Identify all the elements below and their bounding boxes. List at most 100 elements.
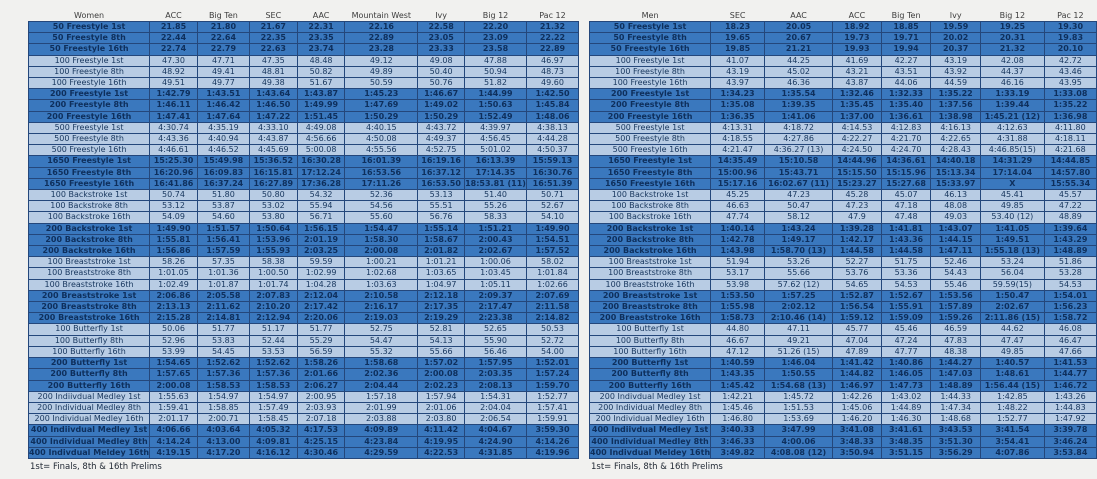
time-cell: 2:11.62: [196, 301, 250, 314]
time-cell: 48.08: [930, 200, 981, 213]
time-cell: 3:50.94: [832, 446, 882, 459]
time-cell: 2:17.35: [417, 301, 466, 314]
event-label: 400 Individual Medley 8th: [589, 435, 712, 448]
time-cell: 54.60: [196, 211, 250, 224]
event-label: 100 Butterfly 1st: [589, 323, 712, 336]
time-cell: 54.45: [196, 345, 250, 359]
time-cell: 1:01.87: [196, 278, 250, 291]
time-cell: 4:13.31: [710, 121, 766, 135]
time-cell: 16:01.39: [344, 155, 419, 168]
time-cell: 2:10.58: [344, 289, 419, 303]
table-row: 400 Indivdual Meldey 16th 3:49.82 4:08.08 …: [589, 446, 1097, 459]
time-cell: 1:43.98: [710, 245, 766, 258]
table-row: 100 Butterfly 1st 50.06 51.77 51.17 51.77 52.…: [27, 323, 580, 336]
time-cell: 46.67: [710, 334, 766, 347]
time-cell: 56.76: [417, 211, 466, 224]
time-cell: 1:02.66: [525, 278, 580, 291]
table-row: 200 Individual Medley 8th 1:45.46 1:51.53 1…: [589, 401, 1097, 415]
time-cell: 47.48: [880, 211, 932, 224]
time-cell: 1:44.77: [1043, 368, 1097, 381]
time-cell: 16:53.50: [417, 177, 466, 191]
time-cell: 3:59.30: [525, 424, 580, 437]
time-cell: 45.07: [880, 189, 932, 202]
time-cell: 43.97: [710, 77, 766, 90]
time-cell: 47.47: [979, 334, 1045, 347]
table-row: 200 Freestyle 8th 1:35.08 1:39.35 1:35.45 1:…: [589, 99, 1097, 112]
time-cell: 16:51.39: [525, 177, 580, 191]
time-cell: 1:47.03: [930, 368, 981, 381]
time-cell: 55.26: [464, 200, 527, 213]
time-cell: 1:42.26: [832, 390, 882, 403]
time-cell: 4:28.43: [930, 144, 981, 157]
header-row: Men SEC AAC ACC Big Ten Ivy Big 12 Pac 12: [590, 10, 1097, 22]
event-label: 200 Freestyle 8th: [589, 99, 712, 112]
time-cell: 22.44: [149, 32, 198, 45]
time-cell: 43.19: [710, 65, 766, 79]
time-cell: 4:13.00: [196, 435, 250, 448]
time-cell: 3:51.15: [880, 446, 932, 459]
time-cell: 2:01.82: [417, 245, 466, 258]
time-cell: 22.64: [196, 32, 250, 45]
time-cell: 22.35: [248, 32, 298, 45]
time-cell: 1:46.80: [710, 413, 766, 426]
event-label: 400 Indiivdual Medley 1st: [27, 424, 151, 437]
time-cell: 4:08.08 (12): [764, 446, 834, 459]
time-cell: 19.71: [880, 32, 932, 45]
time-cell: 2:00.43: [464, 233, 527, 247]
time-cell: 19.59: [930, 20, 981, 34]
time-cell: 1:02.68: [344, 267, 419, 280]
time-cell: 1:43.07: [930, 222, 981, 235]
time-cell: 1:44.99: [464, 88, 527, 101]
time-cell: 20.02: [930, 32, 981, 45]
table-row: 100 Backstroke 8th 53.12 53.87 53.02 55.94 54…: [27, 200, 580, 213]
women-times-table: Women ACC Big Ten SEC AAC Mountain West Ivy Big…: [27, 10, 580, 472]
time-cell: 43.51: [880, 65, 932, 79]
time-cell: 20.10: [1043, 43, 1097, 56]
event-label: 1650 Freestyle 1st: [27, 155, 151, 168]
time-cell: 1:44.58: [880, 245, 932, 258]
time-cell: 47.35: [248, 54, 298, 67]
time-cell: 4:31.85: [464, 446, 527, 459]
time-cell: 2:05.58: [196, 289, 250, 303]
time-cell: 53.98: [710, 278, 766, 291]
table-row: 500 Freestyle 1st 4:13.31 4:18.72 4:14.53 4:…: [589, 121, 1097, 135]
time-cell: 51.94: [710, 256, 766, 269]
time-cell: 45.57: [1043, 189, 1097, 202]
time-cell: 2:07.18: [296, 413, 346, 426]
event-label: 100 Breaststroke 8th: [589, 267, 712, 280]
time-cell: 42.72: [1043, 54, 1097, 67]
time-cell: 1:51.57: [196, 222, 250, 235]
time-cell: 3:41.61: [880, 424, 932, 437]
time-cell: 1:44.83: [1043, 401, 1097, 415]
table-row: 100 Butterfly 1st 44.80 47.11 45.77 45.46 46.…: [589, 323, 1097, 336]
time-cell: 47.24: [880, 334, 932, 347]
time-cell: 53.28: [1043, 267, 1097, 280]
time-cell: 1:02.99: [296, 267, 346, 280]
time-cell: 2:01.66: [296, 368, 346, 381]
time-cell: 4:36.27 (13): [764, 144, 834, 157]
time-cell: 2:00.95: [296, 390, 346, 403]
women-header-row: Women ACC Big Ten SEC AAC Mountain West Ivy Big…: [29, 10, 579, 22]
time-cell: 4:55.56: [344, 144, 419, 157]
time-cell: 4:31.88: [979, 133, 1045, 146]
event-label: 50 Freestyle 8th: [589, 32, 712, 45]
time-cell: 1:36.35: [710, 110, 766, 123]
table-row: 100 Backstroke 16th 54.09 54.60 53.80 56.71 5…: [27, 211, 580, 224]
time-cell: 4:33.10: [248, 121, 298, 135]
time-cell: 1:57.65: [149, 368, 198, 381]
time-cell: 47.77: [880, 345, 932, 359]
time-cell: 4:11.42: [417, 424, 466, 437]
time-cell: 1:43.51: [196, 88, 250, 101]
time-cell: 3:41.08: [832, 424, 882, 437]
time-cell: 1:52.77: [525, 390, 580, 403]
time-cell: 1:45.06: [832, 401, 882, 415]
time-cell: 1:52.49: [464, 110, 527, 123]
time-cell: 47.12: [710, 345, 766, 359]
time-cell: 22.63: [248, 43, 298, 56]
time-cell: 14:44.85: [1043, 155, 1097, 168]
time-cell: 50.82: [296, 65, 346, 79]
time-cell: 54.32: [296, 189, 346, 202]
time-cell: 1:40.86: [880, 357, 932, 370]
time-cell: 1:58.53: [248, 379, 298, 392]
event-label: 200 Backstroke 16th: [27, 245, 151, 258]
